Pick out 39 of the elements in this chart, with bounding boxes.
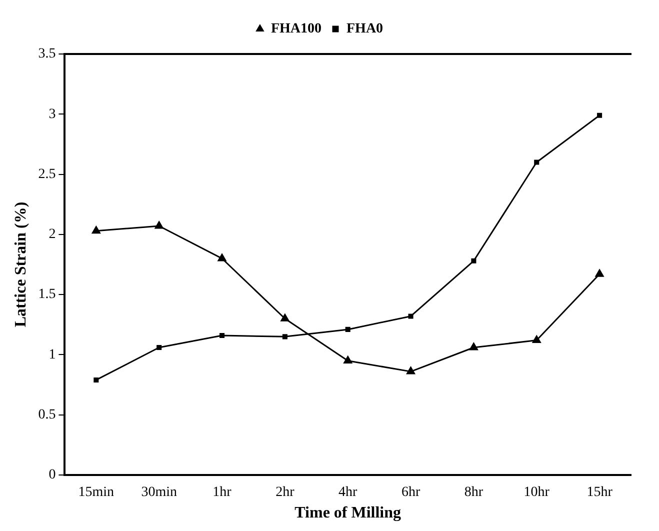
- x-tick-label: 30min: [141, 485, 177, 500]
- point: [282, 334, 288, 340]
- point: [406, 366, 415, 374]
- x-axis-title: Time of Milling: [294, 504, 402, 522]
- point: [532, 336, 541, 344]
- y-tick-label: 2: [48, 227, 56, 242]
- x-tick-label: 4hr: [338, 485, 358, 500]
- y-tick-label: 3.5: [38, 46, 56, 62]
- point: [280, 314, 290, 322]
- point: [597, 112, 602, 118]
- y-tick-label: 1: [48, 347, 56, 362]
- point: [154, 221, 164, 229]
- x-tick-label: 15hr: [586, 485, 613, 500]
- point: [345, 326, 350, 332]
- x-tick-label: 15min: [78, 485, 114, 500]
- y-tick-label: 2.5: [38, 166, 56, 182]
- point: [219, 332, 225, 338]
- x-tick-label: 6hr: [401, 485, 420, 500]
- point: [408, 314, 414, 319]
- point: [469, 342, 478, 350]
- x-tick-label: 10hr: [524, 485, 550, 500]
- point: [94, 377, 99, 382]
- point: [92, 226, 100, 234]
- y-tick-label: 0.5: [38, 408, 56, 423]
- point: [344, 356, 352, 364]
- y-tick-label: 3: [48, 106, 56, 122]
- y-tick-label: 1.5: [38, 287, 56, 302]
- y-tick-label: 0: [48, 468, 56, 483]
- x-tick-label: 8hr: [464, 485, 484, 500]
- point: [218, 254, 226, 262]
- point: [471, 258, 476, 264]
- x-tick-label: 2hr: [276, 485, 295, 500]
- point: [595, 269, 604, 277]
- point: [156, 344, 162, 350]
- y-axis-title: Lattice Strain (%): [12, 202, 30, 328]
- x-tick-label: 1hr: [212, 485, 232, 500]
- legend-label: FHA0: [346, 22, 384, 37]
- legend-label: FHA100: [270, 22, 322, 37]
- point: [534, 160, 540, 165]
